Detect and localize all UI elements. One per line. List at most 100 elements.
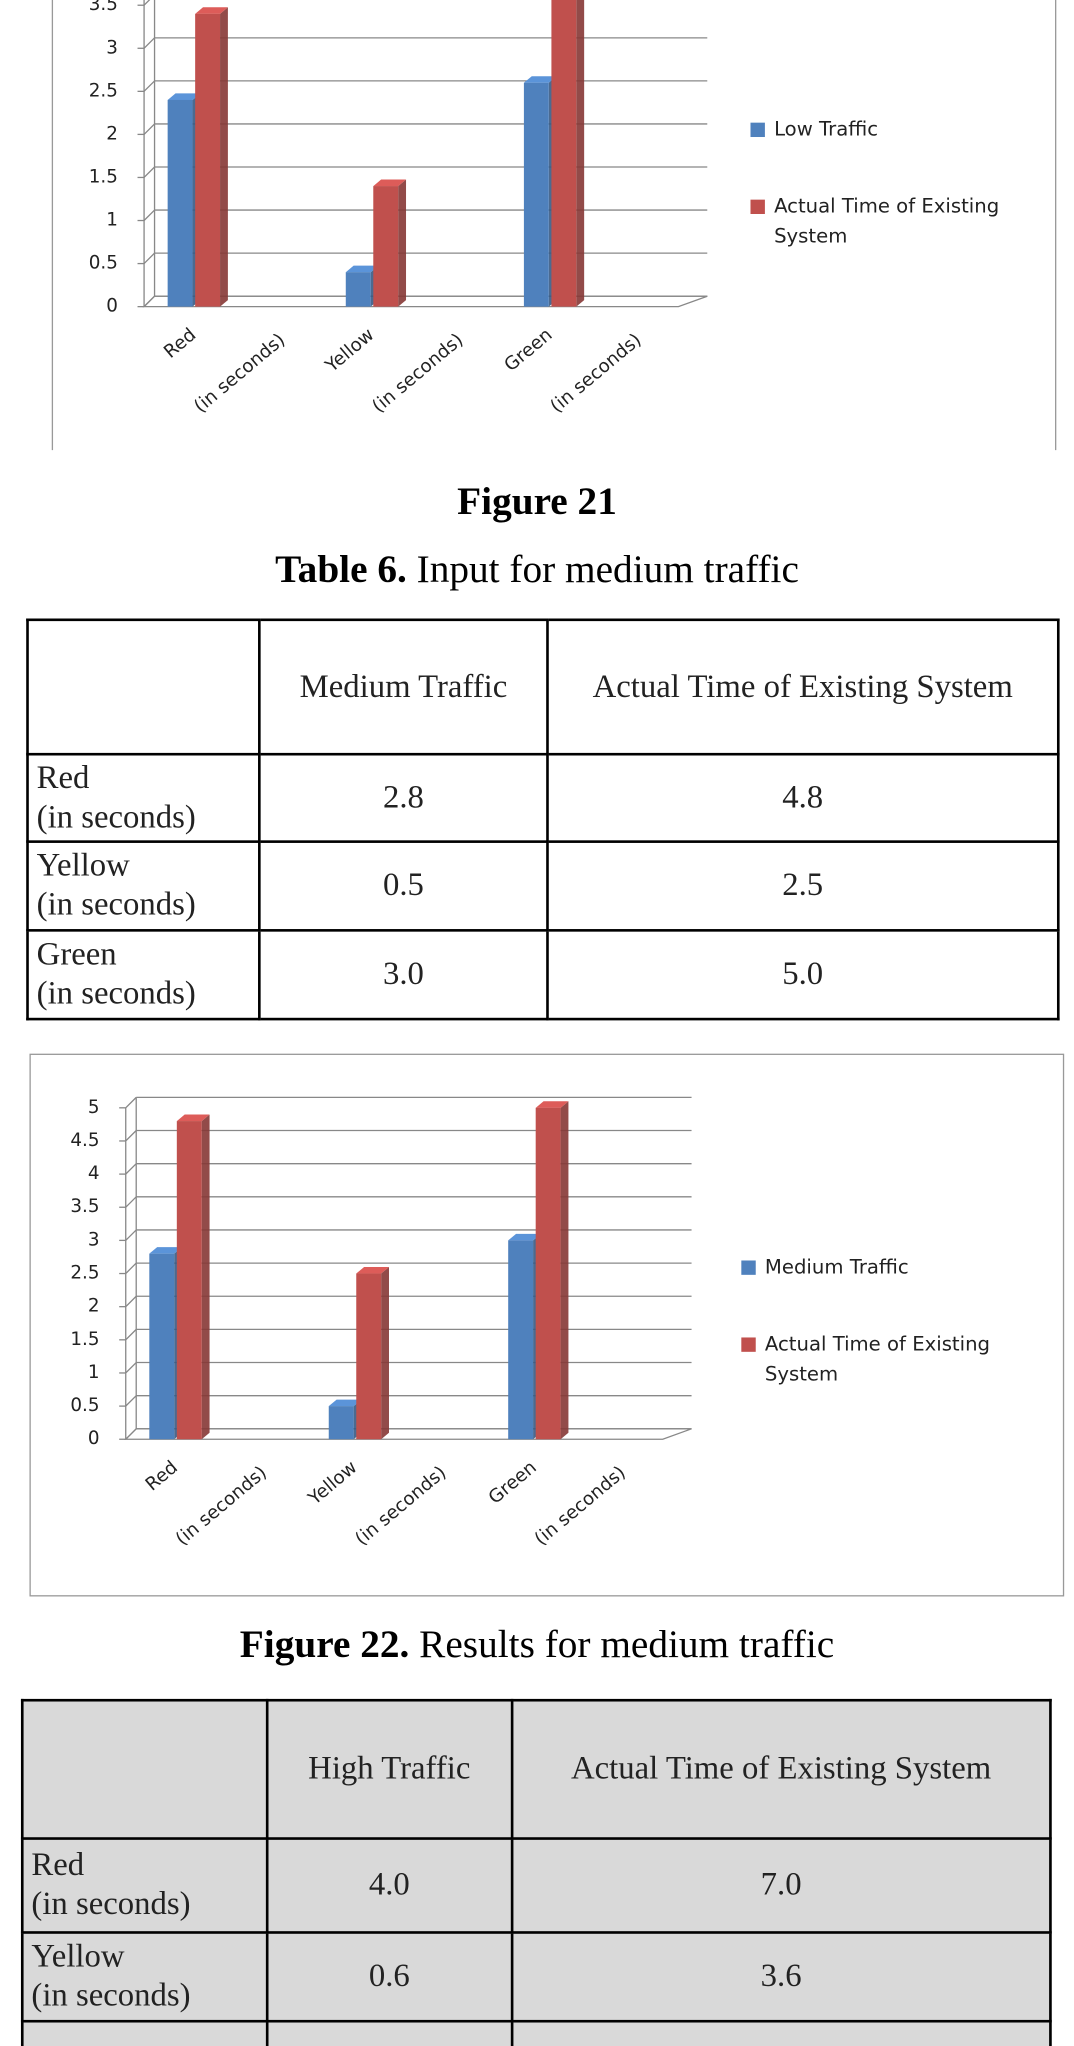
legend-item: Actual Time of Existing System xyxy=(741,1330,1042,1390)
bar-top xyxy=(345,265,379,273)
bar xyxy=(167,99,193,307)
caption-text: Results for medium traffic xyxy=(419,1623,835,1667)
legend: Low Traffic Actual Time of Existing Syste… xyxy=(750,115,1051,299)
figure-caption: Figure 21 xyxy=(0,480,1074,524)
grid-line xyxy=(143,80,156,92)
table-cell xyxy=(265,2019,514,2046)
legend-label: Medium Traffic xyxy=(764,1255,909,1279)
table-row: Yellow (in seconds) 0.6 3.6 xyxy=(20,1931,1052,2023)
legend-item: Low Traffic xyxy=(750,115,1051,145)
row-label-line: Red xyxy=(36,760,90,796)
table-cell: 7.0 xyxy=(510,1837,1052,1934)
bar-top xyxy=(176,1114,210,1122)
bar xyxy=(523,82,549,307)
table-row: Red (in seconds) 2.8 4.8 xyxy=(26,752,1060,843)
y-tick-label: 1.5 xyxy=(89,166,118,187)
table: High Traffic Actual Time of Existing Syst… xyxy=(20,1698,1052,2046)
bar-top xyxy=(149,1247,183,1254)
grid-line xyxy=(143,0,151,6)
bar xyxy=(149,1253,175,1440)
y-tick-label: 0 xyxy=(106,296,118,317)
grid-line xyxy=(143,209,156,221)
y-tick-label: 2.5 xyxy=(89,80,118,101)
y-tick-label: 3 xyxy=(106,37,118,58)
y-tick-label: 2.5 xyxy=(70,1263,99,1284)
figure-label: Figure 21 xyxy=(457,480,617,524)
table-row: Green (in seconds) 3.0 5.0 xyxy=(26,929,1060,1021)
grid-line xyxy=(125,1295,137,1308)
y-tick-label: 1 xyxy=(106,210,118,231)
y-tick-label: 3.5 xyxy=(89,0,118,15)
row-label-line: (in seconds) xyxy=(31,1886,191,1923)
header-cell: Medium Traffic xyxy=(258,618,549,756)
x-tick-label: Red xyxy=(142,1457,182,1495)
y-tick-label: 3 xyxy=(88,1229,100,1250)
y-tick-label: 0 xyxy=(88,1428,100,1449)
bar xyxy=(176,1121,202,1440)
bar xyxy=(328,1406,354,1440)
bar-top xyxy=(373,179,407,187)
y-tick-label: 1 xyxy=(88,1362,100,1383)
header-cell xyxy=(20,1698,269,1840)
grid-line xyxy=(125,1196,137,1208)
y-tick-label: 4 xyxy=(88,1163,100,1184)
legend-swatch xyxy=(750,199,765,214)
x-tick-label: Green xyxy=(485,1457,541,1509)
row-label: Green (in seconds) xyxy=(26,929,262,1021)
grid-line xyxy=(125,1395,137,1407)
legend-label: Low Traffic xyxy=(774,117,879,141)
legend-swatch xyxy=(750,122,765,138)
y-tick-label: 0.5 xyxy=(89,253,118,274)
table-cell: 2.5 xyxy=(545,840,1060,932)
table-caption: Table 6. Input for medium traffic xyxy=(0,548,1074,592)
table-label: Table 6. xyxy=(275,548,407,592)
table-cell xyxy=(510,2019,1052,2046)
table: Medium Traffic Actual Time of Existing Sy… xyxy=(26,618,1060,1021)
header-row: High Traffic Actual Time of Existing Syst… xyxy=(20,1698,1052,1840)
grid-line xyxy=(125,1362,137,1374)
table-cell: 0.6 xyxy=(265,1931,514,2023)
grid-line xyxy=(143,123,156,135)
grid-line xyxy=(125,1130,137,1142)
table-cell: 5.0 xyxy=(545,929,1060,1021)
y-tick-label: 0.5 xyxy=(70,1395,99,1416)
bar xyxy=(345,272,371,307)
x-tick-label: (in seconds) xyxy=(351,1462,450,1550)
row-label: Yellow (in seconds) xyxy=(20,1931,269,2023)
grid-line xyxy=(125,1328,137,1341)
bar xyxy=(508,1240,534,1440)
x-tick-label: Yellow xyxy=(304,1457,362,1510)
bar-top xyxy=(195,7,228,14)
floor xyxy=(142,295,708,308)
bar-top xyxy=(523,76,557,83)
grid-line xyxy=(125,1229,137,1241)
x-tick-label: Green xyxy=(500,324,556,376)
table-cell: 0.5 xyxy=(258,840,549,932)
bar-side xyxy=(576,0,585,307)
x-tick-label: (in seconds) xyxy=(546,330,645,418)
x-tick-label: Yellow xyxy=(321,324,379,377)
x-tick-label: (in seconds) xyxy=(172,1462,271,1550)
row-label: Red (in seconds) xyxy=(20,1837,269,1934)
grid-line xyxy=(143,37,156,49)
bar-top xyxy=(356,1267,389,1274)
caption-text: Input for medium traffic xyxy=(416,548,799,592)
y-tick-label: 4.5 xyxy=(70,1130,99,1151)
x-tick-label: (in seconds) xyxy=(190,330,289,418)
header-cell: Actual Time of Existing System xyxy=(510,1698,1052,1840)
row-label-line: Green xyxy=(36,936,117,973)
frame xyxy=(29,1053,1065,1597)
bar xyxy=(373,186,399,307)
table-cell: 4.8 xyxy=(545,752,1060,843)
row-label-line: (in seconds) xyxy=(36,799,196,835)
grid-line xyxy=(125,1262,137,1274)
row-label: Red (in seconds) xyxy=(26,752,262,843)
table-cell: 4.0 xyxy=(265,1837,514,1934)
floor xyxy=(124,1428,692,1440)
bar-top xyxy=(328,1399,362,1407)
header-cell: High Traffic xyxy=(265,1698,514,1840)
grid-line xyxy=(143,166,156,178)
bar-top xyxy=(167,93,201,100)
